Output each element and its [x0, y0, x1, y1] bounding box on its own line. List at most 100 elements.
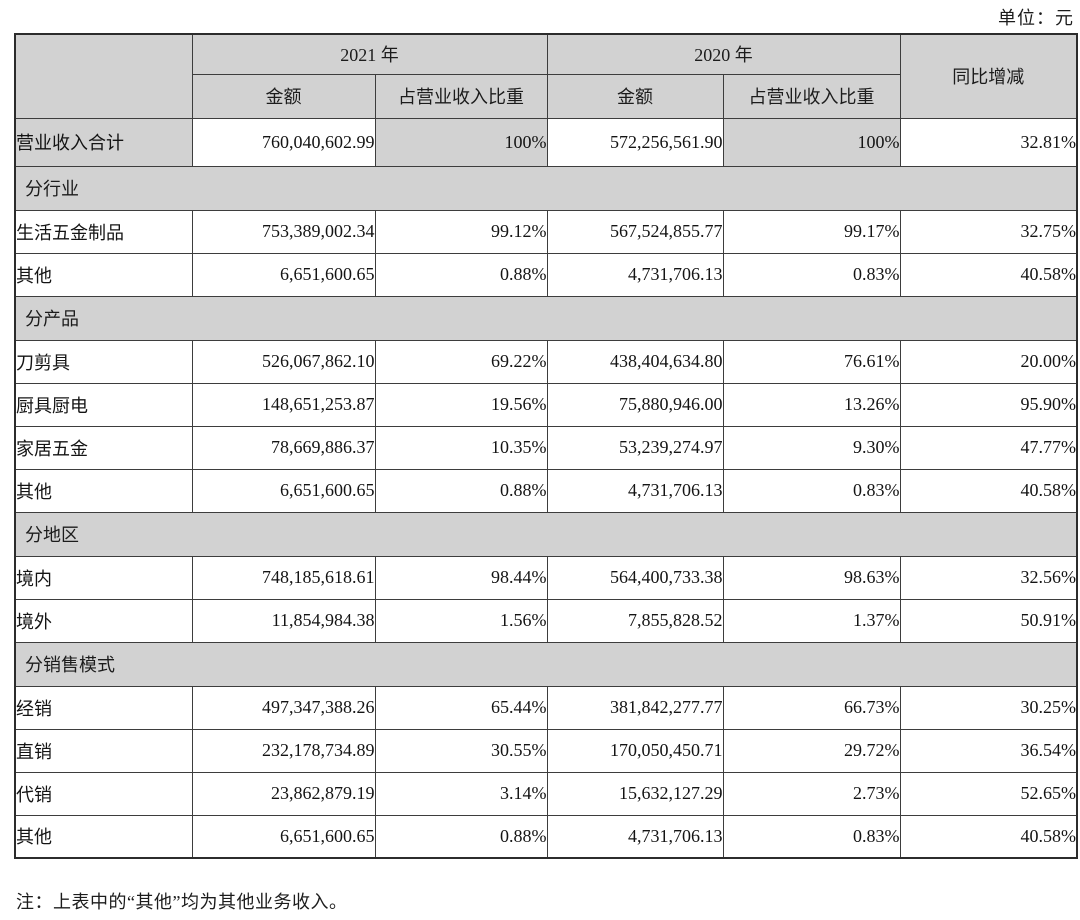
yoy-cell: 47.77%: [899, 425, 1078, 470]
table-row: 厨具厨电 148,651,253.87 19.56% 75,880,946.00 13.…: [14, 382, 1078, 427]
share-2021-cell: 99.12%: [374, 209, 548, 254]
table-row: 其他 6,651,600.65 0.88% 4,731,706.13 0.83% 40.5…: [14, 468, 1078, 513]
amount-2021-cell: 6,651,600.65: [191, 252, 376, 297]
amount-2020-cell: 564,400,733.38: [546, 555, 724, 600]
share-2021-cell: 0.88%: [374, 252, 548, 297]
share-2021-cell: 30.55%: [374, 728, 548, 773]
amount-2020-cell: 438,404,634.80: [546, 339, 724, 384]
unit-label: 单位：元: [998, 8, 1074, 28]
yoy-cell: 95.90%: [899, 382, 1078, 427]
share-2021-cell: 100%: [374, 117, 548, 167]
yoy-cell: 50.91%: [899, 598, 1078, 643]
amount-2021-cell: 526,067,862.10: [191, 339, 376, 384]
amount-2020-cell: 7,855,828.52: [546, 598, 724, 643]
amount-2021-cell: 753,389,002.34: [191, 209, 376, 254]
section-label-cell: 分产品: [14, 295, 1078, 341]
amount-2021-cell: 23,862,879.19: [191, 771, 376, 816]
amount-2020-cell: 15,632,127.29: [546, 771, 724, 816]
table-row: 刀剪具 526,067,862.10 69.22% 438,404,634.80 76.…: [14, 339, 1078, 384]
share-2021-cell: 19.56%: [374, 382, 548, 427]
table-row: 经销 497,347,388.26 65.44% 381,842,277.77 66.7…: [14, 685, 1078, 730]
amount-2021-cell: 78,669,886.37: [191, 425, 376, 470]
row-label-cell: 其他: [14, 814, 193, 859]
row-label-cell: 直销: [14, 728, 193, 773]
share-2021-cell: 10.35%: [374, 425, 548, 470]
amount-2020-cell: 53,239,274.97: [546, 425, 724, 470]
section-row: 分销售模式: [14, 641, 1078, 687]
table-row: 营业收入合计 760,040,602.99 100% 572,256,561.90 10…: [14, 117, 1078, 167]
header-row-columns: 金额 占营业收入比重 金额 占营业收入比重: [15, 73, 1077, 119]
header-year-2021: 2021 年: [191, 33, 548, 75]
share-2021-cell: 65.44%: [374, 685, 548, 730]
row-label-cell: 境内: [14, 555, 193, 600]
share-2020-cell: 0.83%: [722, 252, 901, 297]
row-label-cell: 其他: [14, 252, 193, 297]
header-amount-2020: 金额: [546, 73, 724, 119]
yoy-cell: 40.58%: [899, 252, 1078, 297]
amount-2020-cell: 4,731,706.13: [546, 468, 724, 513]
share-2020-cell: 76.61%: [722, 339, 901, 384]
yoy-cell: 20.00%: [899, 339, 1078, 384]
row-label-cell: 生活五金制品: [14, 209, 193, 254]
row-label-cell: 代销: [14, 771, 193, 816]
share-2021-cell: 0.88%: [374, 814, 548, 859]
share-2021-cell: 69.22%: [374, 339, 548, 384]
amount-2021-cell: 11,854,984.38: [191, 598, 376, 643]
amount-2020-cell: 381,842,277.77: [546, 685, 724, 730]
header-amount-2021: 金额: [191, 73, 376, 119]
table-body: 营业收入合计 760,040,602.99 100% 572,256,561.90 10…: [14, 117, 1078, 859]
yoy-cell: 40.58%: [899, 468, 1078, 513]
share-2021-cell: 3.14%: [374, 771, 548, 816]
share-2020-cell: 9.30%: [722, 425, 901, 470]
table-row: 其他 6,651,600.65 0.88% 4,731,706.13 0.83% 40.5…: [14, 814, 1078, 859]
amount-2020-cell: 75,880,946.00: [546, 382, 724, 427]
yoy-cell: 36.54%: [899, 728, 1078, 773]
amount-2021-cell: 232,178,734.89: [191, 728, 376, 773]
section-label-cell: 分地区: [14, 511, 1078, 557]
table-row: 境内 748,185,618.61 98.44% 564,400,733.38 98.6…: [14, 555, 1078, 600]
header-share-2020: 占营业收入比重: [722, 73, 901, 119]
share-2020-cell: 99.17%: [722, 209, 901, 254]
row-label-cell: 家居五金: [14, 425, 193, 470]
row-label-cell: 厨具厨电: [14, 382, 193, 427]
yoy-cell: 32.75%: [899, 209, 1078, 254]
section-row: 分地区: [14, 511, 1078, 557]
share-2021-cell: 98.44%: [374, 555, 548, 600]
header-share-2021: 占营业收入比重: [374, 73, 548, 119]
table-header: 2021 年 2020 年 同比增减 金额 占营业收入比重 金额 占营业收入比重: [14, 33, 1078, 119]
amount-2020-cell: 170,050,450.71: [546, 728, 724, 773]
row-label-cell: 营业收入合计: [14, 117, 193, 167]
amount-2021-cell: 760,040,602.99: [191, 117, 376, 167]
yoy-cell: 30.25%: [899, 685, 1078, 730]
share-2020-cell: 100%: [722, 117, 901, 167]
header-yoy: 同比增减: [899, 33, 1078, 119]
row-label-cell: 刀剪具: [14, 339, 193, 384]
row-label-cell: 经销: [14, 685, 193, 730]
amount-2020-cell: 4,731,706.13: [546, 252, 724, 297]
header-year-2020: 2020 年: [546, 33, 901, 75]
table-row: 直销 232,178,734.89 30.55% 170,050,450.71 29.7…: [14, 728, 1078, 773]
table-row: 家居五金 78,669,886.37 10.35% 53,239,274.97 9.30…: [14, 425, 1078, 470]
share-2020-cell: 66.73%: [722, 685, 901, 730]
amount-2020-cell: 572,256,561.90: [546, 117, 724, 167]
amount-2021-cell: 6,651,600.65: [191, 468, 376, 513]
amount-2021-cell: 748,185,618.61: [191, 555, 376, 600]
share-2020-cell: 2.73%: [722, 771, 901, 816]
share-2020-cell: 0.83%: [722, 468, 901, 513]
section-row: 分产品: [14, 295, 1078, 341]
share-2020-cell: 13.26%: [722, 382, 901, 427]
share-2020-cell: 98.63%: [722, 555, 901, 600]
section-row: 分行业: [14, 165, 1078, 211]
share-2020-cell: 1.37%: [722, 598, 901, 643]
row-label-cell: 境外: [14, 598, 193, 643]
amount-2020-cell: 4,731,706.13: [546, 814, 724, 859]
table-row: 生活五金制品 753,389,002.34 99.12% 567,524,855.77…: [14, 209, 1078, 254]
share-2020-cell: 29.72%: [722, 728, 901, 773]
amount-2021-cell: 497,347,388.26: [191, 685, 376, 730]
revenue-breakdown-table: 2021 年 2020 年 同比增减 金额 占营业收入比重 金额 占营业收入比重…: [14, 33, 1078, 859]
share-2021-cell: 1.56%: [374, 598, 548, 643]
amount-2021-cell: 6,651,600.65: [191, 814, 376, 859]
row-label-cell: 其他: [14, 468, 193, 513]
header-empty-cell: [14, 33, 193, 119]
